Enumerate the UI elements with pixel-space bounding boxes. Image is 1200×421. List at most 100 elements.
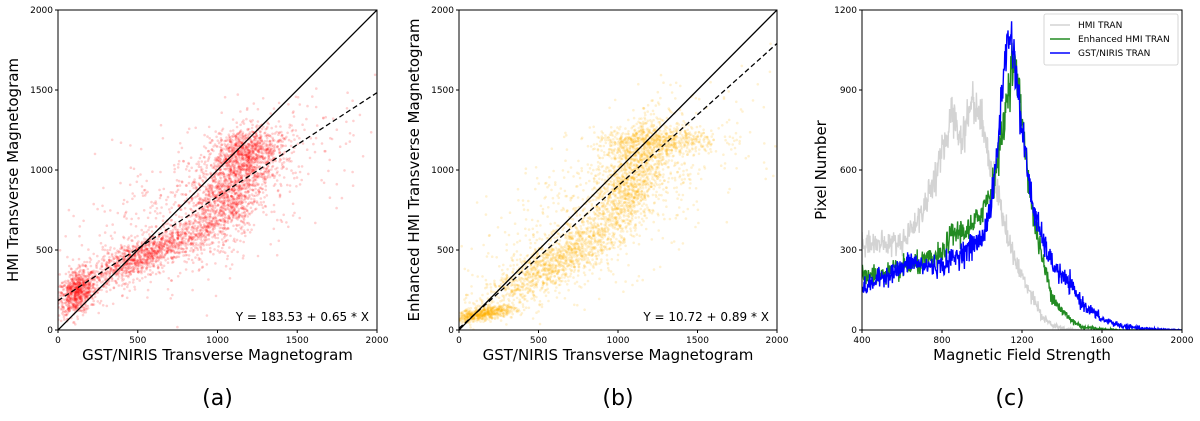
scatter-point [85, 295, 88, 298]
scatter-point [82, 306, 85, 310]
scatter-point [69, 287, 73, 291]
scatter-point [66, 298, 69, 302]
scatter-point [86, 291, 89, 294]
scatter-point [73, 270, 77, 274]
scatter-point [262, 210, 265, 214]
scatter-point [114, 279, 118, 283]
scatter-point [82, 289, 86, 292]
scatter-point [247, 190, 250, 194]
scatter-point [239, 170, 242, 174]
scatter-point [237, 200, 241, 204]
scatter-point [145, 249, 149, 252]
scatter-point [74, 297, 77, 301]
scatter-point [176, 237, 180, 241]
scatter-point [192, 201, 195, 205]
scatter-point [143, 237, 146, 240]
scatter-point [194, 244, 198, 247]
scatter-point [55, 310, 58, 313]
scatter-point [180, 208, 183, 211]
scatter-point [122, 215, 126, 219]
scatter-point [71, 302, 75, 306]
scatter-point [238, 214, 241, 217]
scatter-point [128, 262, 132, 265]
scatter-point [221, 241, 225, 244]
scatter-point [134, 254, 137, 258]
scatter-point [218, 226, 222, 229]
scatter-point [194, 126, 197, 130]
scatter-point [84, 295, 88, 299]
scatter-point [197, 237, 200, 240]
panel-label: (a) [202, 386, 233, 411]
scatter-point [255, 154, 259, 158]
scatter-point [156, 250, 160, 254]
scatter-point [207, 187, 211, 191]
scatter-point [177, 243, 180, 247]
scatter-point [187, 162, 191, 166]
scatter-point [103, 231, 107, 234]
scatter-point [78, 309, 82, 313]
scatter-point [73, 278, 77, 282]
scatter-point [73, 302, 77, 305]
scatter-point [119, 181, 122, 185]
scatter-point [70, 296, 73, 299]
scatter-point [133, 194, 136, 198]
scatter-point [298, 183, 302, 186]
scatter-point [187, 223, 190, 226]
scatter-point [62, 287, 65, 291]
scatter-point [285, 157, 288, 160]
scatter-point [132, 270, 135, 274]
scatter-point [91, 284, 95, 287]
scatter-point [141, 251, 144, 254]
scatter-point [213, 234, 216, 238]
scatter-point [87, 286, 91, 290]
scatter-point [145, 248, 148, 251]
scatter-point [70, 297, 73, 301]
scatter-point [241, 220, 245, 224]
scatter-point [222, 172, 225, 175]
scatter-point [242, 240, 245, 244]
scatter-point [167, 248, 171, 252]
scatter-point [203, 190, 206, 193]
scatter-point [128, 250, 132, 253]
scatter-point [179, 247, 183, 251]
scatter-point [202, 145, 206, 148]
scatter-point [170, 257, 174, 260]
scatter-point [141, 194, 145, 197]
scatter-point [63, 301, 67, 305]
scatter-point [48, 299, 51, 302]
scatter-point [72, 285, 76, 289]
scatter-point [136, 241, 139, 245]
scatter-point [351, 170, 354, 174]
scatter-point [137, 252, 140, 256]
scatter-point [181, 247, 185, 251]
scatter-point [58, 249, 62, 252]
scatter-point [126, 274, 129, 278]
scatter-point [155, 251, 159, 255]
scatter-point [85, 307, 88, 311]
scatter-point [203, 248, 206, 251]
scatter-point [140, 269, 143, 272]
scatter-point [104, 263, 108, 266]
scatter-point [60, 291, 64, 295]
scatter-point [446, 316, 449, 319]
scatter-point [88, 256, 92, 260]
scatter-point [271, 139, 275, 143]
scatter-point [140, 258, 143, 261]
scatter-point [205, 238, 209, 241]
scatter-point [512, 303, 515, 307]
scatter-point [55, 308, 58, 311]
scatter-point [123, 252, 127, 255]
scatter-point [71, 270, 75, 274]
scatter-point [241, 120, 244, 124]
scatter-point [92, 278, 95, 282]
scatter-point [58, 273, 62, 276]
scatter-point [76, 296, 79, 300]
scatter-point [74, 297, 78, 301]
scatter-point [75, 298, 78, 301]
scatter-point [84, 292, 87, 296]
scatter-point [214, 224, 218, 227]
scatter-point [66, 301, 69, 304]
scatter-point [278, 150, 281, 154]
scatter-point [67, 286, 70, 289]
scatter-point [298, 216, 302, 220]
